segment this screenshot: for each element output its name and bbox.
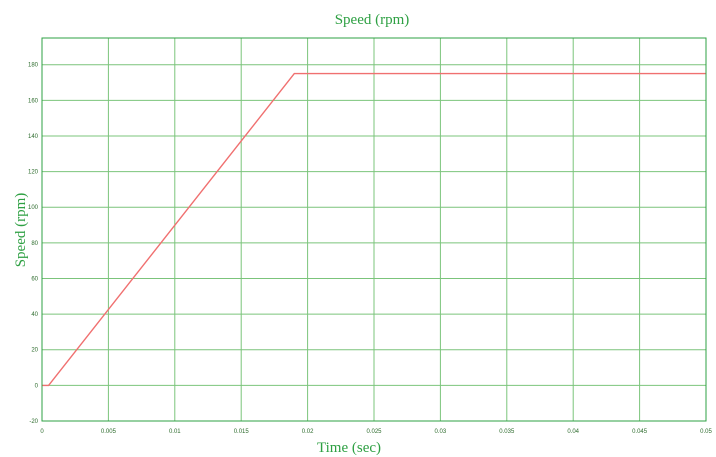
grid-layer xyxy=(42,38,706,422)
y-tick-label: 160 xyxy=(28,98,39,104)
speed-series-line xyxy=(42,72,706,387)
y-tick-label: 20 xyxy=(31,348,38,354)
y-tick-label: 180 xyxy=(28,63,39,69)
x-tick-label: 0.045 xyxy=(632,429,648,435)
y-tick-label: -20 xyxy=(29,419,38,425)
x-tick-label: 0 xyxy=(40,429,44,435)
x-tick-label: 0.03 xyxy=(435,429,447,435)
y-tick-label: 0 xyxy=(35,383,39,389)
x-tick-label: 0.005 xyxy=(101,429,117,435)
y-tick-label: 40 xyxy=(31,312,38,318)
x-tick-label: 0.04 xyxy=(567,429,579,435)
x-axis-label: Time (sec) xyxy=(317,440,381,456)
y-tick-labels: -20 0 20 40 60 80 100 120 140 160 180 xyxy=(28,63,39,425)
x-tick-label: 0.015 xyxy=(234,429,250,435)
x-tick-labels: 0 0.005 0.01 0.015 0.02 0.025 0.03 0.035 0.04 0.0… xyxy=(40,429,712,435)
series-layer xyxy=(42,72,706,387)
y-tick-label: 140 xyxy=(28,134,39,140)
chart-title: Speed (rpm) xyxy=(335,12,410,28)
x-tick-label: 0.01 xyxy=(169,429,181,435)
y-tick-label: 60 xyxy=(31,276,38,282)
y-tick-label: 100 xyxy=(28,205,39,211)
y-tick-label: 120 xyxy=(28,170,39,176)
plot-area-frame xyxy=(41,37,707,422)
x-tick-label: 0.035 xyxy=(499,429,515,435)
x-tick-label: 0.05 xyxy=(700,429,712,435)
x-tick-label: 0.025 xyxy=(366,429,382,435)
y-tick-label: 80 xyxy=(31,241,38,247)
y-axis-label: Speed (rpm) xyxy=(13,193,29,268)
x-tick-label: 0.02 xyxy=(302,429,314,435)
